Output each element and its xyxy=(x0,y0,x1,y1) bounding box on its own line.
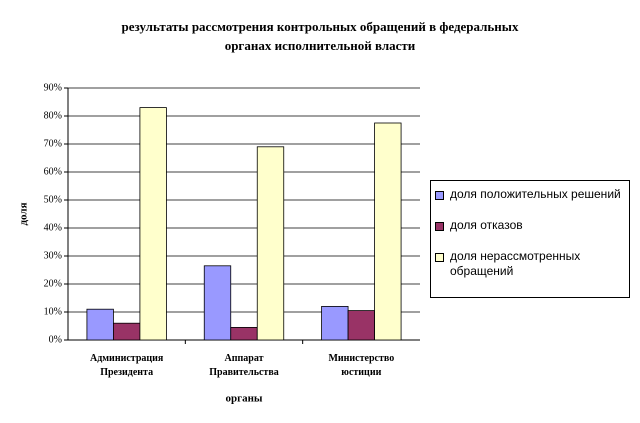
legend: доля положительных решений доля отказов до… xyxy=(430,180,630,298)
y-tick-label: 60% xyxy=(44,166,62,177)
y-tick-label: 90% xyxy=(44,82,62,93)
bar xyxy=(139,107,167,341)
bar xyxy=(321,305,349,341)
bar xyxy=(347,310,375,341)
chart-title: результаты рассмотрения контрольных обра… xyxy=(122,19,519,34)
y-tick-label: 80% xyxy=(44,110,62,121)
legend-label: доля отказов xyxy=(450,218,523,232)
legend-item: доля нерассмотренных обращений xyxy=(435,249,625,279)
legend-label: доля нерассмотренных обращений xyxy=(450,249,581,278)
legend-item: доля положительных решений xyxy=(435,187,625,202)
y-tick-label: 30% xyxy=(44,250,62,261)
x-tick-label: Администрация Президента xyxy=(89,353,164,378)
x-axis-label: органы xyxy=(225,393,262,405)
x-tick-label: Министерство юстиции xyxy=(328,353,395,378)
y-tick-label: 40% xyxy=(44,222,62,233)
bar xyxy=(374,122,402,341)
y-tick-label: 50% xyxy=(44,194,62,205)
y-tick-label: 70% xyxy=(44,138,62,149)
legend-item: доля отказов xyxy=(435,218,625,233)
y-tick-label: 20% xyxy=(44,278,62,289)
chart-title: органах исполнительной власти xyxy=(225,38,416,53)
bar xyxy=(203,265,232,341)
x-tick-label: Аппарат Правительства xyxy=(209,353,279,378)
legend-swatch xyxy=(435,222,444,231)
bar xyxy=(230,326,258,341)
bar xyxy=(256,146,285,341)
y-axis-label: доля xyxy=(18,202,30,225)
legend-swatch xyxy=(435,253,444,262)
y-tick-label: 0% xyxy=(49,334,62,345)
bar xyxy=(113,322,141,341)
bar xyxy=(86,308,114,341)
y-tick-label: 10% xyxy=(44,306,62,317)
legend-swatch xyxy=(435,191,444,200)
legend-label: доля положительных решений xyxy=(450,187,621,201)
